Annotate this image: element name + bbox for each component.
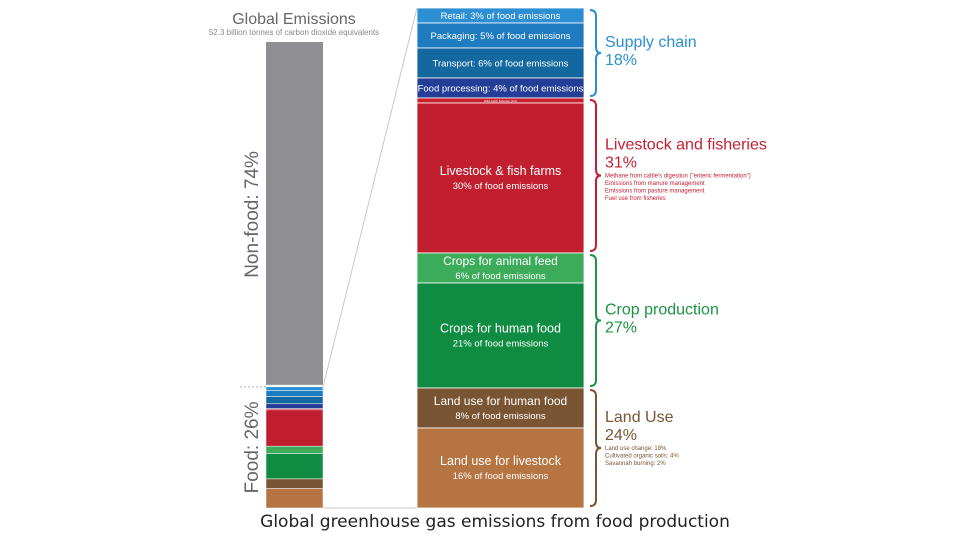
food-bar-segment-1 <box>265 390 324 397</box>
segment-8 <box>416 387 585 429</box>
group-name-1: Livestock and fisheries <box>605 137 767 154</box>
food-bar-segment-0 <box>265 386 324 391</box>
segment-label-3: Food processing: 4% of food emissions <box>418 84 584 95</box>
non-food-label: Non-food: 74% <box>242 151 263 278</box>
food-bar-segment-6 <box>265 445 324 454</box>
group-note-3-0: Land use change: 18% <box>605 446 667 452</box>
left-bar-title: Global Emissions <box>232 11 356 28</box>
left-bar-subtitle: 52.3 billion tonnes of carbon dioxide eq… <box>209 28 379 37</box>
group-name-0: Supply chain <box>605 34 697 51</box>
food-label: Food: 26% <box>242 401 263 493</box>
group-bracket-2 <box>589 254 602 387</box>
group-note-1-0: Methane from cattle's digestion ("enteri… <box>605 174 751 180</box>
group-name-2: Crop production <box>605 302 719 319</box>
segment-label-1: Packaging: 5% of food emissions <box>431 31 571 42</box>
chart-caption: Global greenhouse gas emissions from foo… <box>260 512 730 532</box>
group-bracket-0 <box>589 9 602 97</box>
segment-sublabel-9: 16% of food emissions <box>453 471 549 482</box>
group-pct-3: 24% <box>605 427 637 444</box>
segment-5 <box>416 102 585 254</box>
segment-2 <box>416 47 585 79</box>
segment-label-5: Livestock & fish farms <box>440 164 562 178</box>
non-food-bar <box>266 42 323 385</box>
group-note-1-2: Emissions from pasture management <box>605 189 705 195</box>
segment-sublabel-6: 6% of food emissions <box>455 271 546 282</box>
segment-7 <box>416 282 585 389</box>
food-bar-segment-7 <box>265 453 324 480</box>
group-pct-2: 27% <box>605 320 637 337</box>
food-bar-segment-2 <box>265 396 324 405</box>
group-pct-1: 31% <box>605 155 637 172</box>
segment-label-4: Wild-catch fisheries (1%) <box>484 99 517 103</box>
segment-label-6: Crops for animal feed <box>443 254 558 268</box>
food-bar-segment-3 <box>265 403 324 409</box>
group-note-1-3: Fuel use from fisheries <box>605 196 666 202</box>
segment-sublabel-7: 21% of food emissions <box>453 339 549 350</box>
segment-label-7: Crops for human food <box>440 322 561 336</box>
segment-sublabel-5: 30% of food emissions <box>453 181 549 192</box>
food-bar-segment-5 <box>265 409 324 447</box>
segment-6 <box>416 252 585 284</box>
segment-label-8: Land use for human food <box>434 394 567 408</box>
group-note-3-1: Cultivated organic soils: 4% <box>605 454 679 460</box>
segment-sublabel-8: 8% of food emissions <box>455 411 546 422</box>
segment-label-9: Land use for livestock <box>440 454 562 468</box>
food-bar-segment-8 <box>265 478 324 489</box>
connector-top <box>322 7 418 387</box>
segment-label-2: Transport: 6% of food emissions <box>433 59 569 70</box>
group-pct-0: 18% <box>605 52 637 69</box>
food-bar-segment-9 <box>265 488 324 509</box>
group-bracket-3 <box>589 389 602 507</box>
segment-1 <box>416 22 585 49</box>
group-name-3: Land Use <box>605 409 674 426</box>
group-bracket-1 <box>589 99 602 252</box>
segment-label-0: Retail: 3% of food emissions <box>441 11 561 22</box>
food-emissions-chart: Retail: 3% of food emissions Packaging: 5… <box>209 7 767 509</box>
group-note-3-2: Savannah burning: 2% <box>605 461 666 467</box>
group-note-1-1: Emissions from manure management <box>605 181 705 187</box>
segment-9 <box>416 427 585 509</box>
